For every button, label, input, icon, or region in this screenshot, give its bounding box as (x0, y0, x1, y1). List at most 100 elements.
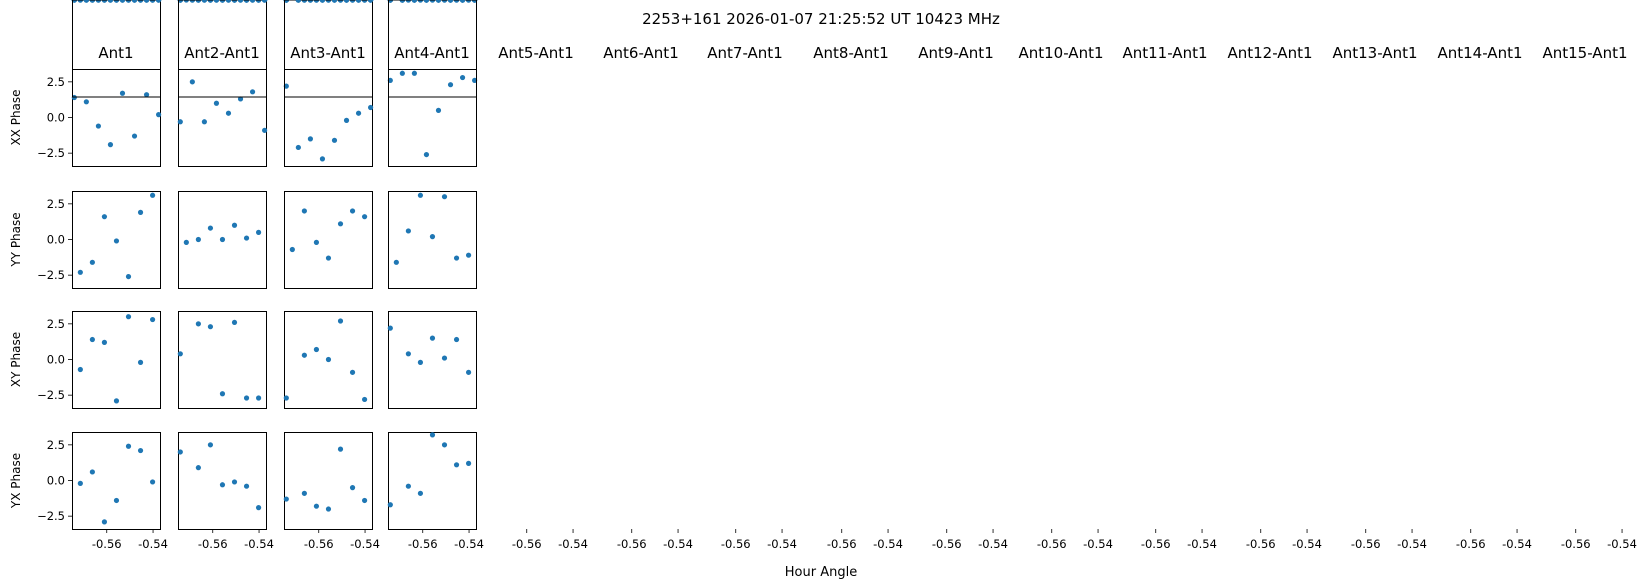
data-point (219, 391, 226, 397)
data-point (89, 0, 95, 3)
data-point (177, 119, 183, 125)
data-point (125, 273, 132, 280)
x-tick-label: -0.54 (350, 537, 380, 551)
data-point (387, 0, 393, 3)
data-point (465, 460, 472, 466)
data-point (249, 0, 256, 3)
subplot-frame (388, 311, 477, 409)
x-axis-label: Hour Angle (785, 565, 857, 580)
column-title: Ant13-Ant1 (1332, 44, 1417, 62)
data-point (143, 0, 150, 3)
subplot-frame (284, 432, 373, 530)
data-point (453, 462, 460, 468)
data-point (177, 0, 183, 3)
data-point (101, 0, 108, 3)
data-point (349, 485, 356, 491)
data-point (195, 0, 201, 3)
data-point (207, 0, 214, 3)
data-point (219, 482, 226, 488)
y-tick-label: −2.5 (37, 268, 65, 282)
data-point (325, 255, 332, 261)
data-point (225, 110, 232, 116)
data-point (325, 356, 332, 363)
data-point (243, 0, 250, 3)
data-point (405, 0, 411, 3)
data-point (349, 208, 356, 214)
x-tick-label: -0.54 (663, 537, 693, 551)
subplot-panel (387, 69, 478, 167)
row-label: YX Phase (9, 453, 23, 509)
data-point (243, 235, 250, 241)
data-point (177, 351, 183, 357)
data-point (368, 104, 374, 111)
subplot-panel (72, 0, 162, 98)
data-point (361, 214, 368, 220)
subplot-frame (178, 311, 267, 409)
data-point (429, 234, 436, 240)
data-point (411, 70, 417, 76)
data-point (349, 0, 356, 3)
data-point (137, 209, 144, 215)
data-point (77, 480, 83, 486)
column-title: Ant2-Ant1 (184, 44, 259, 62)
data-point (459, 0, 466, 3)
data-point (177, 449, 183, 455)
data-point (77, 0, 83, 3)
data-point (399, 0, 405, 3)
x-tick-label: -0.56 (198, 537, 228, 551)
column-title: Ant7-Ant1 (707, 44, 782, 62)
data-point (349, 369, 356, 375)
data-point (231, 0, 238, 3)
x-tick-label: -0.54 (454, 537, 484, 551)
data-point (319, 0, 326, 3)
subplot-panel (387, 432, 477, 530)
data-point (213, 0, 220, 3)
data-point (283, 395, 289, 401)
figure-title: 2253+161 2026-01-07 21:25:52 UT 10423 MH… (642, 10, 1000, 28)
data-point (453, 336, 460, 343)
data-point (125, 0, 132, 3)
column-title: Ant10-Ant1 (1018, 44, 1103, 62)
data-point (472, 0, 478, 3)
data-point (131, 0, 138, 3)
data-point (189, 79, 195, 85)
subplot-panel (71, 69, 162, 167)
y-tick-label: 2.5 (47, 317, 65, 331)
subplot-frame (284, 311, 373, 409)
data-point (441, 194, 448, 200)
column-title: Ant11-Ant1 (1122, 44, 1207, 62)
data-point (231, 319, 238, 326)
data-point (405, 483, 411, 489)
data-point (137, 447, 144, 454)
x-tick-label: -0.54 (1502, 537, 1532, 551)
data-point (337, 0, 344, 3)
data-point (399, 70, 405, 76)
data-point (325, 506, 332, 512)
subplot-panel (177, 311, 267, 409)
data-point (189, 0, 195, 3)
data-point (387, 325, 393, 331)
data-point (262, 127, 268, 133)
y-tick-label: 2.5 (47, 438, 65, 452)
x-tick-label: -0.56 (1246, 537, 1276, 551)
data-point (207, 442, 214, 448)
data-point (137, 359, 144, 365)
x-tick-label: -0.56 (932, 537, 962, 551)
data-point (283, 0, 289, 3)
data-point (83, 99, 89, 105)
y-tick-label: 0.0 (47, 111, 65, 125)
data-point (255, 0, 262, 3)
data-point (331, 0, 338, 3)
x-tick-label: -0.54 (558, 537, 588, 551)
data-point (125, 443, 132, 449)
column-title: Ant3-Ant1 (290, 44, 365, 62)
subplot-panel (283, 69, 374, 167)
x-tick-label: -0.56 (617, 537, 647, 551)
subplot-frame (178, 191, 267, 289)
column-title: Ant14-Ant1 (1437, 44, 1522, 62)
data-point (355, 0, 362, 3)
data-point (101, 339, 108, 345)
data-point (183, 0, 189, 3)
subplot-frame (388, 191, 477, 289)
